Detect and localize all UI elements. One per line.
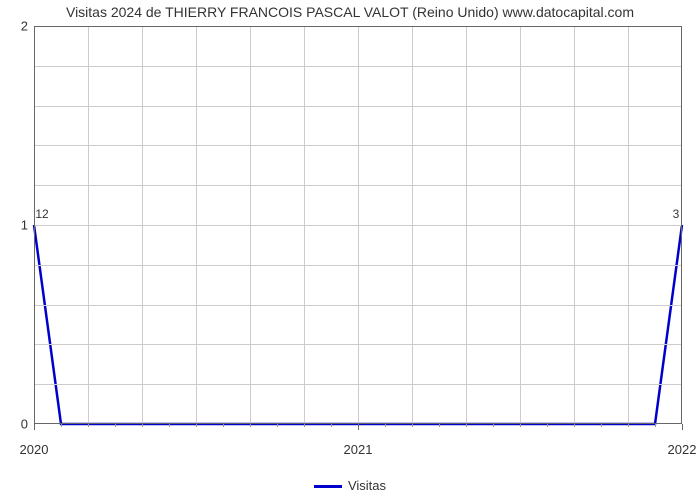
gridline-h <box>34 384 682 385</box>
x-major-tick <box>682 424 683 430</box>
x-minor-tick <box>196 424 197 427</box>
x-minor-tick <box>331 424 332 427</box>
x-minor-tick <box>115 424 116 427</box>
plot-border <box>681 26 682 424</box>
y-tick-label: 0 <box>21 417 28 432</box>
gridline-h <box>34 265 682 266</box>
gridline-h <box>34 185 682 186</box>
plot-area: 012202020212022123 <box>34 26 682 424</box>
x-minor-tick <box>655 424 656 427</box>
x-minor-tick <box>466 424 467 427</box>
x-minor-tick <box>412 424 413 427</box>
legend-swatch <box>314 485 342 488</box>
x-major-tick <box>34 424 35 430</box>
x-minor-tick <box>223 424 224 427</box>
x-minor-tick <box>169 424 170 427</box>
gridline-h <box>34 145 682 146</box>
point-label: 3 <box>673 207 680 221</box>
x-minor-tick <box>61 424 62 427</box>
x-minor-tick <box>142 424 143 427</box>
x-minor-tick <box>493 424 494 427</box>
x-minor-tick <box>547 424 548 427</box>
gridline-h <box>34 66 682 67</box>
x-minor-tick <box>385 424 386 427</box>
x-major-label: 2022 <box>668 442 697 457</box>
gridline-h <box>34 305 682 306</box>
gridline-h <box>34 225 682 226</box>
gridline-h <box>34 106 682 107</box>
x-minor-tick <box>628 424 629 427</box>
x-minor-tick <box>304 424 305 427</box>
point-label: 12 <box>35 207 48 221</box>
x-minor-tick <box>88 424 89 427</box>
plot-border <box>34 26 35 424</box>
x-major-tick <box>358 424 359 430</box>
x-major-label: 2020 <box>20 442 49 457</box>
gridline-h <box>34 344 682 345</box>
plot-border <box>34 26 682 27</box>
x-minor-tick <box>277 424 278 427</box>
x-minor-tick <box>250 424 251 427</box>
x-minor-tick <box>601 424 602 427</box>
x-minor-tick <box>520 424 521 427</box>
chart-wrapper: Visitas 2024 de THIERRY FRANCOIS PASCAL … <box>0 0 700 500</box>
x-major-label: 2021 <box>344 442 373 457</box>
legend: Visitas <box>0 478 700 493</box>
x-minor-tick <box>574 424 575 427</box>
y-tick-label: 1 <box>21 218 28 233</box>
x-minor-tick <box>439 424 440 427</box>
y-tick-label: 2 <box>21 19 28 34</box>
chart-title: Visitas 2024 de THIERRY FRANCOIS PASCAL … <box>0 4 700 20</box>
legend-label: Visitas <box>348 478 386 493</box>
